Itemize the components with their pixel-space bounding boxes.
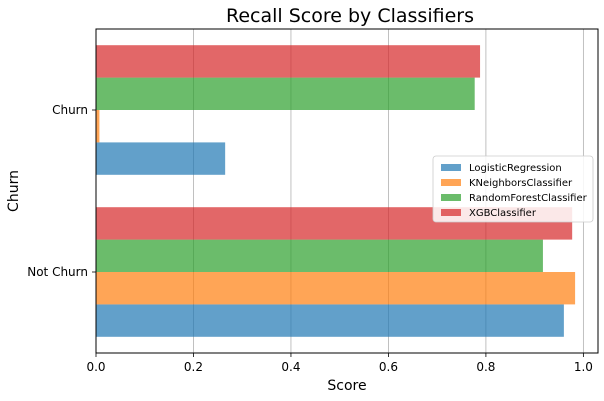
bar-logisticregression-churn <box>96 142 226 175</box>
x-axis-label: Score <box>327 378 366 394</box>
plot-frame <box>95 28 599 354</box>
bar-randomforestclassifier-churn <box>96 77 475 110</box>
y-tick-label: Churn <box>52 103 88 117</box>
legend-label: XGBClassifier <box>469 208 537 219</box>
y-tick-label: Not Churn <box>27 265 88 279</box>
x-tick-label: 0.0 <box>86 360 105 374</box>
bar-randomforestclassifier-not-churn <box>96 239 543 272</box>
bars <box>96 45 576 337</box>
x-tick-label: 0.6 <box>379 360 398 374</box>
chart-title: Recall Score by Classifiers <box>226 5 474 27</box>
x-tick-label: 0.4 <box>281 360 300 374</box>
legend-swatch <box>441 164 461 171</box>
bar-xgbclassifier-churn <box>96 45 481 78</box>
legend-swatch <box>441 209 461 216</box>
legend-swatch <box>441 179 461 186</box>
legend: LogisticRegression KNeighborsClassifier Ra… <box>432 155 594 223</box>
legend-swatch <box>441 194 461 201</box>
bar-kneighborsclassifier-not-churn <box>96 272 576 305</box>
legend-label: RandomForestClassifier <box>469 193 588 204</box>
legend-box <box>432 155 594 223</box>
axes: 0.0 0.2 0.4 0.6 0.8 1.0 Not Churn Churn <box>27 103 593 374</box>
x-tick-label: 0.2 <box>184 360 203 374</box>
bar-logisticregression-not-churn <box>96 304 564 337</box>
legend-label: LogisticRegression <box>469 163 562 174</box>
legend-label: KNeighborsClassifier <box>469 178 573 189</box>
x-tick-label: 0.8 <box>476 360 495 374</box>
x-tick-label: 1.0 <box>574 360 593 374</box>
y-axis-label: Churn <box>6 170 22 212</box>
bar-kneighborsclassifier-churn <box>96 110 100 143</box>
